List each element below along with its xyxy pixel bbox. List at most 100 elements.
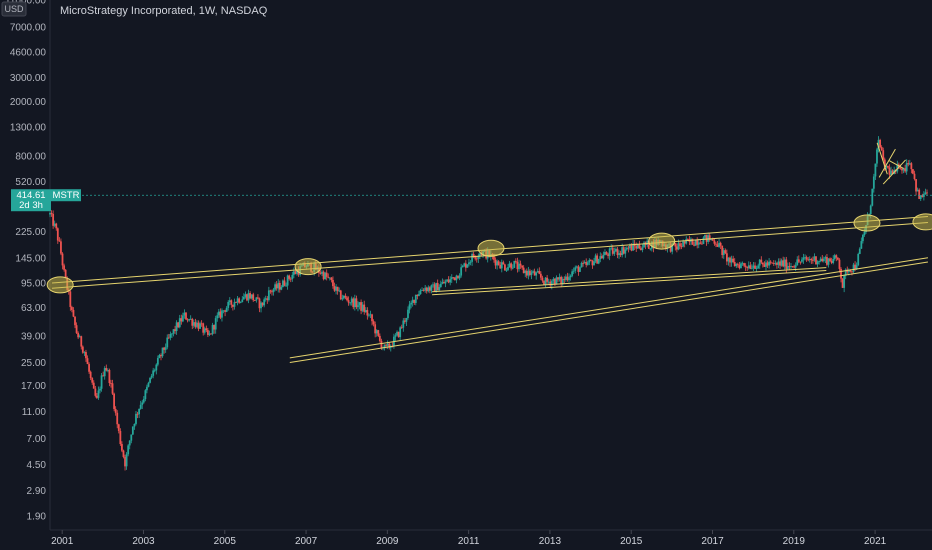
x-axis[interactable]: 2001 2003 2005 2007 2009 2011 2013 2015 2017 2019… [51,530,887,547]
candle-body [852,264,855,272]
candle-body [291,274,294,280]
candle-body [271,291,273,293]
y-tick-label: 520.00 [15,177,46,188]
candle-body [841,278,844,288]
candle-body [675,246,678,250]
candle-body [288,275,291,279]
candle-body [632,243,635,251]
candle-body [446,279,448,282]
candle-body [557,277,559,280]
candle-body [414,294,417,303]
candle-body [919,195,922,199]
trendline[interactable] [876,142,888,175]
candle-body [519,263,522,266]
candle-body [674,242,677,247]
candle-body [502,262,505,265]
candle-body [189,318,192,320]
candle-body [641,247,644,251]
highlight-ellipse[interactable] [294,258,322,276]
candle-body [611,247,614,254]
highlight-ellipse[interactable] [853,214,881,232]
candle-body [228,300,231,302]
candle-body [615,248,617,252]
trendline[interactable] [882,159,906,185]
candle-body [263,299,266,306]
candle-body [131,426,134,435]
trendline[interactable] [289,261,929,363]
candle-body [610,247,613,249]
x-tick-label: 2013 [539,536,562,547]
candle-body [600,256,603,259]
candle-body [332,279,334,287]
candle-body [78,336,81,338]
candle-body [577,266,580,272]
candle-body [261,302,264,306]
candle-body [499,264,502,269]
candle-body [858,248,861,254]
candle-body [802,257,805,260]
candle-body [683,241,686,244]
candle-body [138,408,141,415]
candle-body [836,257,839,260]
candle-body [94,388,97,396]
candle-body [830,260,833,263]
trendline[interactable] [432,270,827,296]
highlight-ellipse[interactable] [46,276,74,294]
candle-body [496,261,498,266]
candle-body [413,299,416,303]
candle-body [319,272,322,274]
candle-body [238,298,241,303]
candle-body [450,277,453,280]
x-tick-label: 2001 [51,536,74,547]
candle-body [513,260,516,268]
candle-body [788,266,791,268]
candle-body [50,213,53,214]
highlight-group[interactable] [46,213,932,294]
candle-body [813,256,816,261]
trendline[interactable] [289,257,929,359]
chart-title: MicroStrategy Incorporated, 1W, NASDAQ [60,5,268,17]
candle-body [103,368,106,377]
candle-body [547,281,550,283]
candle-body [77,332,80,338]
candle-body [880,147,883,151]
candle-body [166,337,169,348]
candle-body [811,260,814,262]
candle-body [185,312,187,320]
bar-countdown: 2d 3h [19,200,43,211]
candle-body [468,262,470,265]
candle-body [605,252,608,255]
candle-body [396,331,398,336]
candle-body [646,240,649,245]
candle-body [816,261,819,265]
candle-body [575,266,578,268]
candle-body [649,248,652,250]
candle-body [130,434,133,441]
currency-button[interactable] [1,1,27,17]
candle-body [139,404,142,409]
candle-body [504,264,506,271]
candle-body [81,346,84,353]
candle-body [410,302,413,305]
trendline[interactable] [889,160,904,169]
candle-body [466,264,469,268]
candle-body [267,290,270,301]
highlight-ellipse[interactable] [648,232,676,250]
candle-body [505,269,508,271]
trendline[interactable] [432,267,827,293]
candle-body [210,333,212,335]
candle-body [200,323,203,325]
candle-body [907,163,910,165]
trendline[interactable] [878,148,896,178]
y-tick-label: 11.00 [22,407,47,418]
candle-body [697,242,700,245]
candle-body [156,358,159,365]
candle-body [819,258,822,262]
highlight-ellipse[interactable] [477,239,505,257]
y-tick-label: 25.00 [21,358,46,369]
candle-body [99,388,101,391]
candle-body [371,314,373,322]
candle-body [583,262,586,264]
highlight-ellipse[interactable] [912,213,932,231]
